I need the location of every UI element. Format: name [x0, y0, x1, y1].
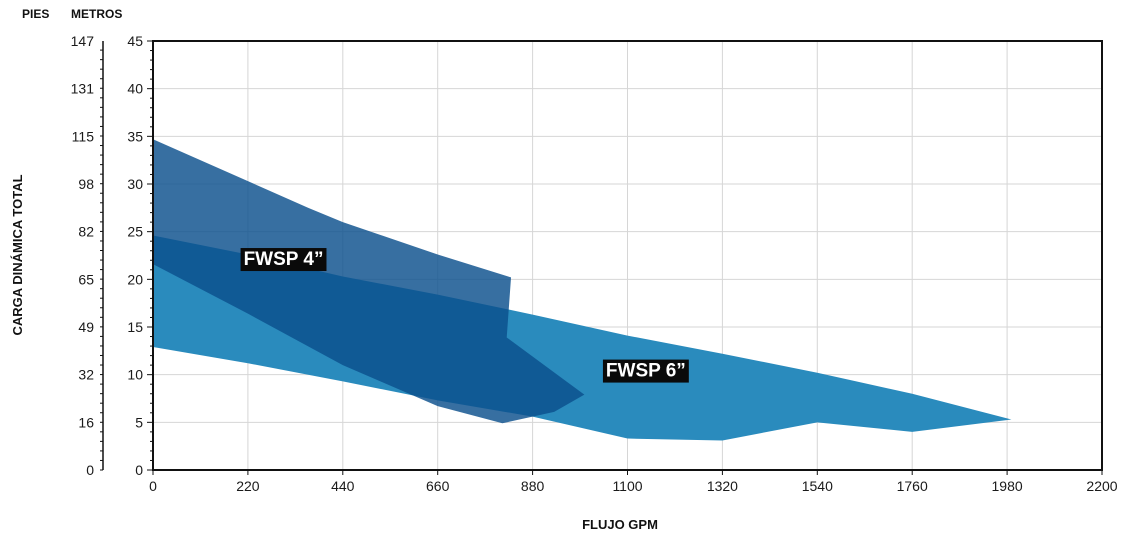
x-tick-label: 660	[426, 478, 450, 494]
label-box	[602, 359, 689, 383]
y-tick-label-pies: 0	[86, 462, 94, 478]
y-tick-label-pies: 32	[78, 367, 94, 383]
x-axis-title: FLUJO GPM	[582, 517, 658, 532]
y-tick-label-pies: 82	[78, 224, 94, 240]
x-tick-label: 220	[236, 478, 260, 494]
y-tick-label-metros: 15	[127, 319, 143, 335]
y-tick-label-metros: 5	[135, 414, 143, 430]
x-tick-label: 1320	[707, 478, 738, 494]
y-tick-label-metros: 40	[127, 81, 143, 97]
series-label-fwsp-6: FWSP 6”	[602, 359, 689, 383]
series-label-fwsp-4: FWSP 4”	[240, 248, 327, 272]
y-tick-label-pies: 65	[78, 271, 94, 287]
label-box	[240, 248, 327, 272]
x-tick-label: 1760	[897, 478, 928, 494]
y-tick-label-metros: 30	[127, 176, 143, 192]
label-text: FWSP 6”	[606, 361, 686, 382]
axes	[100, 40, 1103, 475]
y-tick-label-pies: 147	[71, 33, 95, 49]
y-tick-label-metros: 35	[127, 128, 143, 144]
area-fwsp-4	[153, 139, 585, 424]
y-tick-label-metros: 45	[127, 33, 143, 49]
x-tick-label: 2200	[1086, 478, 1117, 494]
y-tick-label-pies: 115	[72, 128, 95, 144]
y-tick-label-pies: 131	[71, 81, 95, 97]
y-tick-label-metros: 0	[135, 462, 143, 478]
y-tick-label-metros: 10	[127, 367, 143, 383]
x-tick-label: 1100	[612, 478, 642, 494]
unit-label-metros: METROS	[71, 7, 122, 21]
x-tick-label: 440	[331, 478, 355, 494]
x-tick-label: 0	[149, 478, 157, 494]
x-tick-label: 880	[521, 478, 545, 494]
label-text: FWSP 4”	[244, 249, 324, 270]
y-axis-title: CARGA DINÁMICA TOTAL	[10, 174, 25, 335]
y-tick-label-metros: 25	[127, 224, 143, 240]
y-tick-label-pies: 49	[78, 319, 94, 335]
unit-label-pies: PIES	[22, 7, 49, 21]
y-tick-label-pies: 98	[78, 176, 94, 192]
y-tick-label-metros: 20	[127, 271, 143, 287]
x-tick-label: 1980	[992, 478, 1023, 494]
y-tick-label-pies: 16	[78, 414, 94, 430]
tick-labels: 0 220 440 660 880 1100 1320 1540 1760 1980 2200051…	[71, 33, 1118, 494]
x-tick-label: 1540	[802, 478, 833, 494]
series-labels: FWSP 4” FWSP 6”	[240, 248, 689, 383]
performance-areas	[153, 139, 1012, 441]
